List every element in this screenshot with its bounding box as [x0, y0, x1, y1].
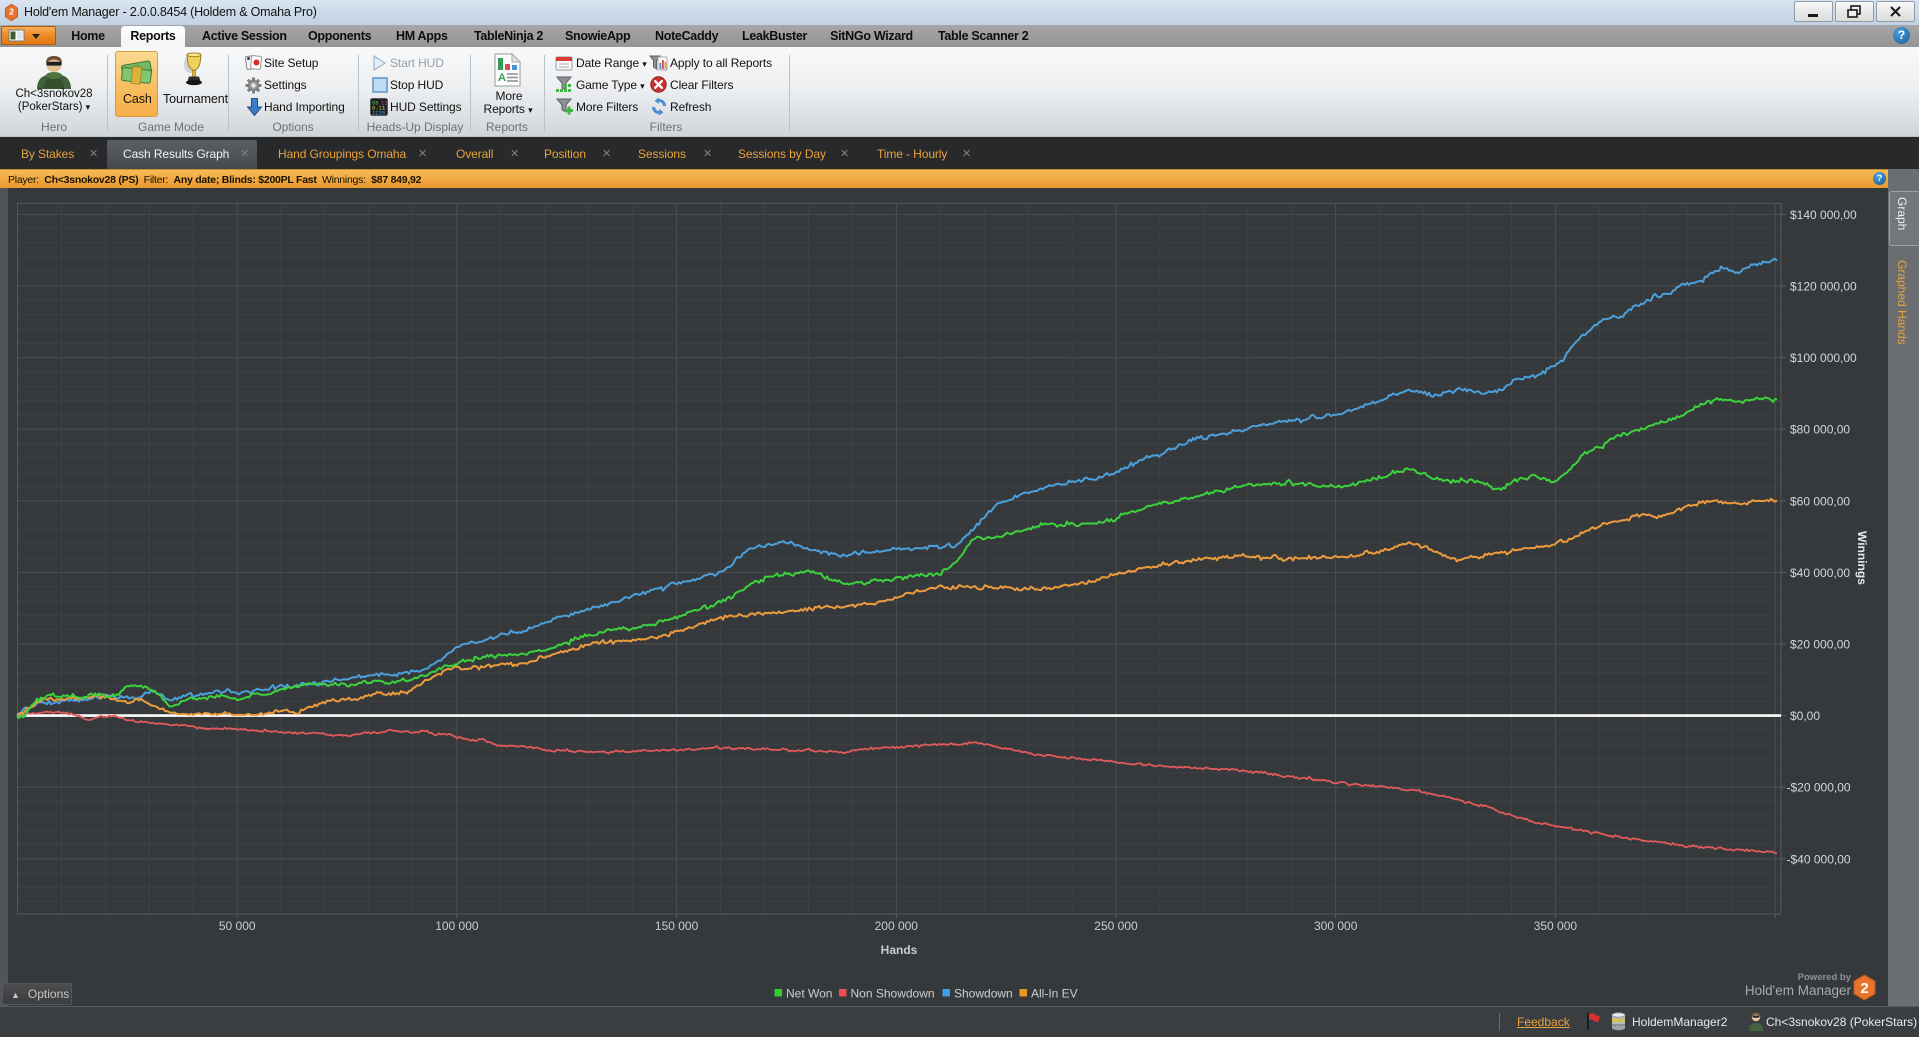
svg-text:250 000: 250 000	[1094, 919, 1138, 933]
svg-text:100 000: 100 000	[435, 919, 479, 933]
svg-text:50 000: 50 000	[219, 919, 256, 933]
svg-text:1215: 1215	[372, 110, 385, 117]
svg-text:300 000: 300 000	[1314, 919, 1358, 933]
svg-text:A: A	[498, 72, 506, 84]
svg-text:Net Won: Net Won	[786, 987, 832, 1001]
svg-text:55: 55	[372, 100, 379, 107]
svg-text:$0,00: $0,00	[1790, 709, 1820, 723]
svg-text:$20 000,00: $20 000,00	[1790, 638, 1850, 652]
svg-text:Hands: Hands	[881, 943, 918, 957]
svg-text:$40 000,00: $40 000,00	[1790, 566, 1850, 580]
svg-text:2: 2	[9, 6, 14, 16]
svg-text:Powered by: Powered by	[1798, 972, 1852, 983]
svg-text:All-In EV: All-In EV	[1031, 987, 1078, 1001]
svg-text:150 000: 150 000	[655, 919, 699, 933]
svg-text:-$40 000,00: -$40 000,00	[1787, 852, 1851, 866]
svg-text:Non Showdown: Non Showdown	[851, 987, 935, 1001]
svg-text:$120 000,00: $120 000,00	[1790, 280, 1857, 294]
svg-text:$80 000,00: $80 000,00	[1790, 423, 1850, 437]
svg-text:350 000: 350 000	[1534, 919, 1578, 933]
svg-text:$140 000,00: $140 000,00	[1790, 208, 1857, 222]
svg-text:-$20 000,00: -$20 000,00	[1787, 781, 1851, 795]
svg-text:$60 000,00: $60 000,00	[1790, 494, 1850, 508]
svg-text:$100 000,00: $100 000,00	[1790, 351, 1857, 365]
svg-text:2: 2	[1860, 980, 1868, 997]
svg-text:Hold'em Manager: Hold'em Manager	[1745, 983, 1852, 998]
svg-text:9.1: 9.1	[372, 105, 383, 112]
svg-text:11: 11	[381, 100, 388, 107]
svg-text:Showdown: Showdown	[954, 987, 1013, 1001]
svg-text:1: 1	[382, 105, 386, 112]
svg-text:200 000: 200 000	[875, 919, 919, 933]
